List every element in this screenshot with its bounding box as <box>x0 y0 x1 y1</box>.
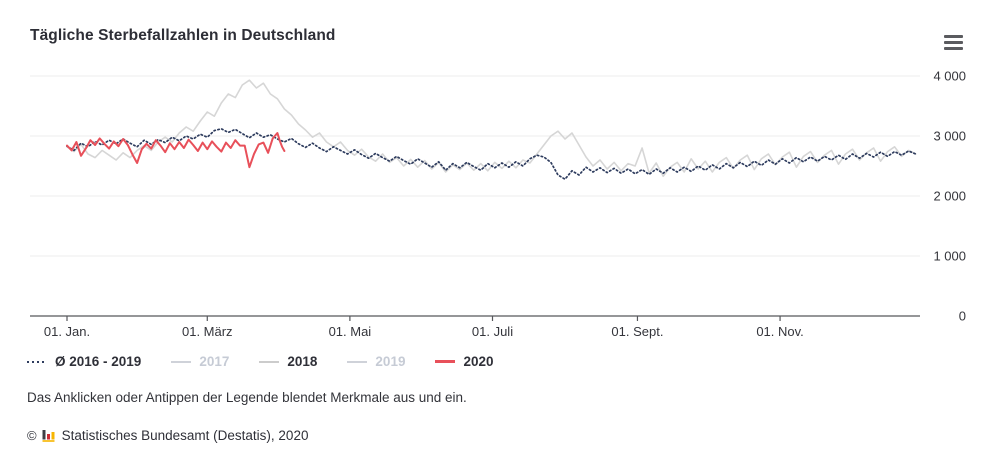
copyright-symbol: © <box>27 428 37 443</box>
legend-label: 2018 <box>287 354 318 369</box>
legend-label: Ø 2016 - 2019 <box>55 354 142 369</box>
legend-label: 2020 <box>463 354 494 369</box>
x-tick-label: 01. Mai <box>329 324 372 339</box>
series-line-2020 <box>66 132 286 169</box>
y-tick-label: 4 000 <box>933 69 966 84</box>
chart-menu-button[interactable] <box>944 35 963 51</box>
destatis-bar-chart-logo-icon <box>42 430 55 442</box>
legend-label: 2017 <box>199 354 230 369</box>
y-tick-label: 3 000 <box>933 129 966 144</box>
dotted-line-swatch-icon <box>27 360 47 363</box>
hamburger-menu-icon <box>944 41 963 44</box>
source-text: Statistisches Bundesamt (Destatis), 2020 <box>61 428 309 443</box>
source-attribution: © Statistisches Bundesamt (Destatis), 20… <box>27 428 308 443</box>
y-tick-label: 0 <box>959 309 966 324</box>
x-tick-label: 01. Jan. <box>44 324 90 339</box>
solid-line-swatch-icon <box>435 360 456 363</box>
solid-line-swatch-icon <box>171 360 192 363</box>
legend-item-2017[interactable]: 2017 <box>171 354 229 369</box>
series-line--2016-2019 <box>66 127 917 181</box>
hamburger-menu-icon <box>944 47 963 50</box>
legend-item-avg-2016-2019[interactable]: Ø 2016 - 2019 <box>27 354 141 369</box>
chart-legend: Ø 2016 - 2019 2017 2018 2019 2020 <box>27 354 494 369</box>
x-tick-label: 01. März <box>182 324 233 339</box>
x-tick-label: 01. Juli <box>472 324 513 339</box>
legend-item-2018[interactable]: 2018 <box>259 354 317 369</box>
legend-item-2019[interactable]: 2019 <box>347 354 405 369</box>
legend-item-2020[interactable]: 2020 <box>435 354 494 369</box>
y-tick-label: 1 000 <box>933 249 966 264</box>
solid-line-swatch-icon <box>347 360 368 363</box>
legend-hint-text: Das Anklicken oder Antippen der Legende … <box>27 390 467 405</box>
hamburger-menu-icon <box>944 35 963 38</box>
page-title: Tägliche Sterbefallzahlen in Deutschland <box>30 27 336 44</box>
solid-line-swatch-icon <box>259 360 280 363</box>
x-tick-label: 01. Nov. <box>756 324 803 339</box>
x-tick-label: 01. Sept. <box>611 324 663 339</box>
y-tick-label: 2 000 <box>933 189 966 204</box>
legend-label: 2019 <box>375 354 406 369</box>
